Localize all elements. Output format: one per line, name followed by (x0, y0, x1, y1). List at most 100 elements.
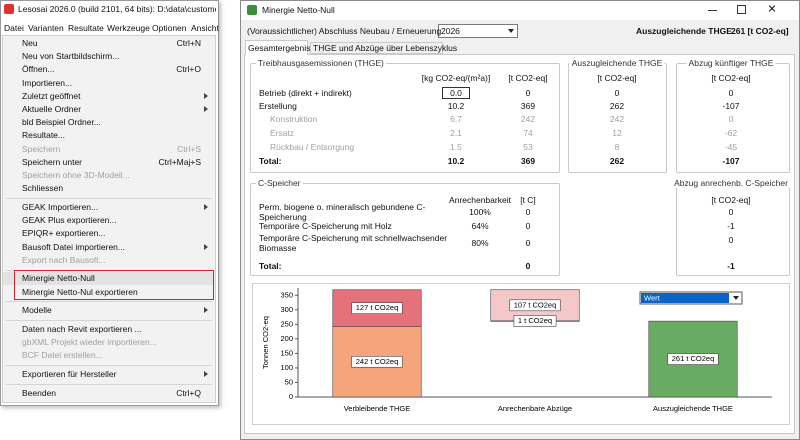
menu-label: Daten nach Revit exportieren ... (22, 323, 142, 334)
column-header: [kg CO2-eq/(m²a)] (421, 72, 491, 83)
cell-value: -107 (722, 100, 740, 111)
column-header: Anrechenbarkeit (449, 194, 511, 205)
menu-shortcut: Ctrl+O (176, 64, 201, 75)
maximize-button[interactable] (737, 5, 746, 14)
cell-value: -1 (727, 260, 735, 271)
future_deduction-group-title: Abzug künftiger THGE (686, 57, 776, 68)
window-icon (247, 5, 257, 15)
value-label-box (351, 356, 403, 368)
app-icon (4, 4, 14, 14)
row-label: Total: (259, 261, 282, 271)
title-bar (241, 1, 799, 20)
window-title: Minergie Netto-Null (262, 4, 335, 15)
compensate-label: Auszugleichende THGE (636, 25, 732, 36)
menu-label: Bausoft Datei importieren... (22, 241, 125, 252)
column-unit: [t CO2-eq] (597, 72, 637, 83)
row-label: Ersatz (270, 127, 295, 138)
cell-value: 80% (471, 237, 489, 248)
cell-value: 0 (525, 220, 531, 231)
menu-label: BCF Datei erstellen... (22, 350, 103, 361)
year-value: 2026 (441, 25, 460, 36)
value-label: 107 t CO2eq (514, 300, 557, 309)
file-menu (2, 35, 216, 403)
menu-label: GEAK Importieren... (22, 201, 99, 212)
value-label-box (513, 315, 557, 327)
y-tick-label: 150 (280, 348, 293, 357)
tab[interactable] (245, 40, 308, 55)
row-label: Temporäre C-Speicherung mit Holz (259, 221, 392, 231)
tab[interactable] (310, 42, 443, 54)
submenu-arrow (204, 371, 208, 378)
cell-value: -1 (727, 220, 735, 231)
menu-separator (6, 320, 212, 322)
cell-value: 0 (614, 87, 620, 98)
menubar-item[interactable]: Optionen (152, 22, 187, 33)
cell-value: 6.7 (450, 113, 462, 124)
row-label: Erstellung (259, 100, 297, 111)
x-tick-label: Auszugleichende THGE (653, 404, 733, 413)
cell-value: 0 (728, 87, 734, 98)
menu-label: Exportieren für Hersteller (22, 368, 117, 379)
menu-label: Importieren... (22, 77, 73, 88)
value-label: 127 t CO2eq (356, 303, 399, 312)
y-tick-label: 50 (285, 377, 293, 386)
cell-value: 0.0 (450, 87, 462, 98)
thge-group (250, 63, 560, 173)
submenu-arrow (204, 243, 208, 250)
menubar-item[interactable]: Werkzeuge (107, 22, 150, 33)
value-label: 261 t CO2eq (672, 354, 715, 363)
menu-label: EPIQR+ exportieren... (22, 228, 106, 239)
column-unit: [t CO2-eq] (711, 72, 751, 83)
cell-value: 2.1 (450, 127, 462, 138)
cell-value: 0 (728, 113, 734, 124)
value-input[interactable] (442, 87, 470, 99)
minimize-button[interactable] (708, 10, 717, 11)
menu-separator (6, 383, 212, 385)
cell-value: 369 (520, 100, 536, 111)
menu-shortcut: Ctrl+Maj+S (158, 156, 201, 167)
y-tick-label: 200 (280, 334, 293, 343)
value-label: 1 t CO2eq (518, 316, 552, 325)
menu-label: Minergie Netto-Nul exportieren (22, 286, 138, 297)
cell-value: 10.2 (447, 100, 465, 111)
cell-value: 242 (609, 113, 625, 124)
menubar-item[interactable]: Varianten (28, 22, 64, 33)
cell-value: 64% (471, 220, 489, 231)
selector-arrow (733, 296, 739, 300)
menu-hover (3, 271, 214, 285)
menu-separator (6, 198, 212, 200)
column-header: [t CO2-eq] (508, 72, 548, 83)
menu-separator (6, 365, 212, 367)
completion-label: (Voraussichtlicher) Abschluss Neubau / E… (247, 25, 442, 36)
submenu-arrow (204, 106, 208, 112)
cell-value: 1.5 (450, 141, 462, 152)
menubar-item[interactable]: Datei (4, 22, 24, 33)
row-label: Perm. biogene o. mineralisch gebundene C… (259, 202, 426, 222)
x-tick-label: Verbleibende THGE (344, 404, 411, 413)
cell-value: 242 (520, 113, 536, 124)
x-tick-label: Anrechenbare Abzüge (498, 404, 572, 413)
close-button[interactable]: ✕ (767, 3, 777, 16)
menubar-item[interactable]: Ansicht (191, 22, 219, 33)
row-label: Betrieb (direkt + indirekt) (259, 87, 352, 98)
submenu-arrow (204, 307, 208, 314)
cell-value: 369 (520, 155, 536, 166)
year-combo[interactable] (438, 24, 518, 38)
row-label: Rückbau / Entsorgung (270, 141, 355, 152)
column-unit: [t CO2-eq] (711, 194, 751, 205)
cell-value: 0 (525, 206, 531, 217)
menubar-item[interactable]: Resultate (68, 22, 104, 33)
cell-value: 262 (609, 155, 625, 166)
cell-value: -107 (722, 155, 740, 166)
cell-value: 74 (523, 127, 533, 138)
y-tick-label: 300 (280, 305, 293, 314)
submenu-arrow (204, 92, 208, 99)
y-axis-title: Tonnen CO2-eq (261, 316, 270, 369)
row-label: Temporäre C-Speicherung mit schnellwachs… (259, 233, 448, 253)
value-label-box (351, 302, 403, 315)
menu-separator (6, 301, 212, 303)
menu-shortcut: Ctrl+S (177, 143, 201, 154)
menu-label: GEAK Plus exportieren... (22, 214, 117, 225)
cell-value: 0 (525, 260, 531, 271)
chart: 0 50 100 150 200 250 300 350 Tonnen CO2-eq Verble… (261, 288, 772, 413)
